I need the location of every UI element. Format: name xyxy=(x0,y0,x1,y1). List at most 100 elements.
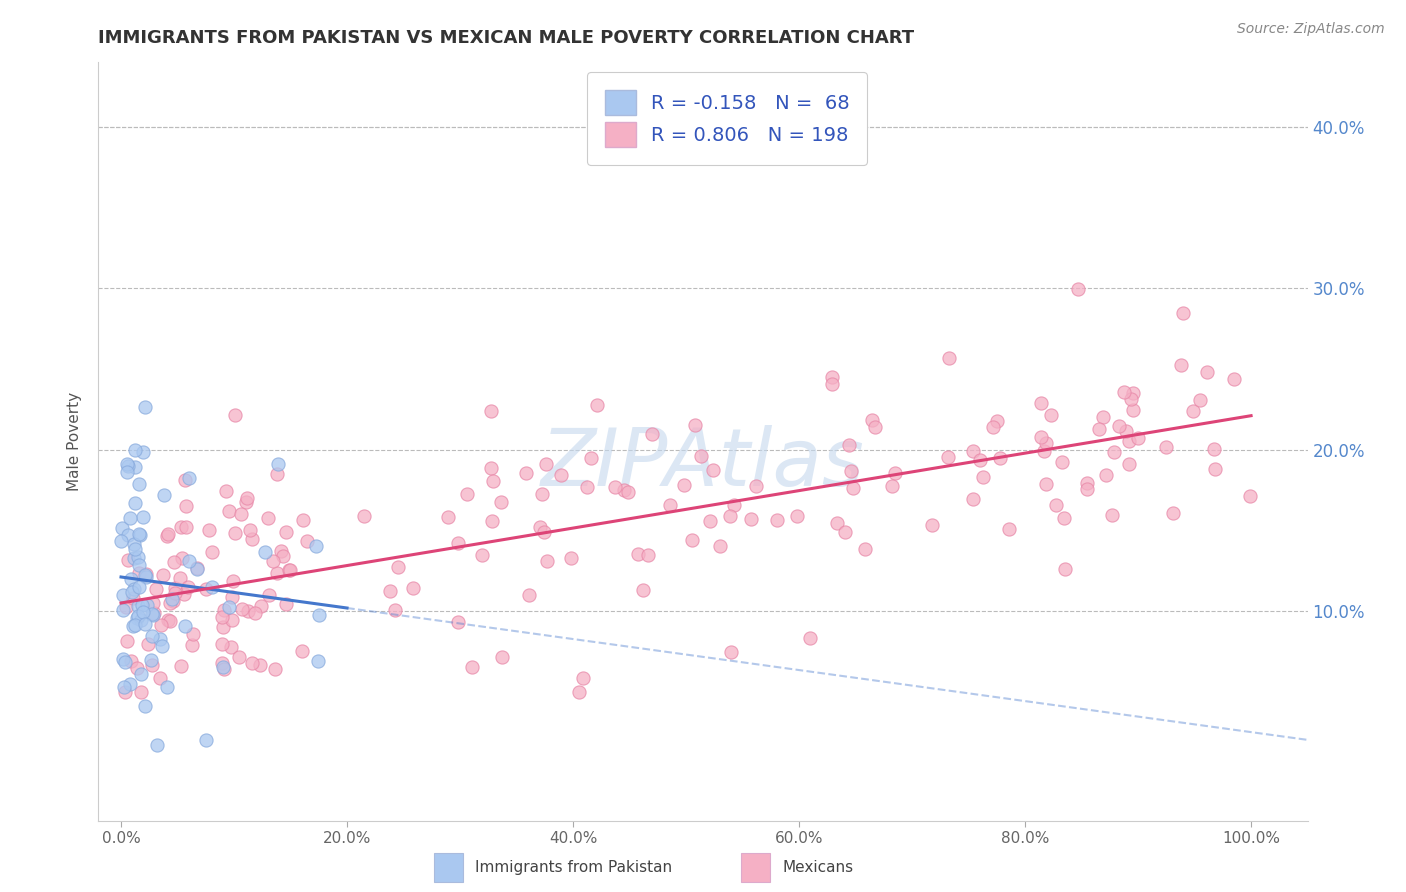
Point xyxy=(152,488,174,502)
Point xyxy=(212,620,235,634)
Point xyxy=(163,586,186,600)
Point xyxy=(128,477,150,491)
Point xyxy=(142,606,165,620)
Point xyxy=(221,590,243,604)
Point xyxy=(550,467,572,482)
Point xyxy=(718,508,741,523)
Point xyxy=(128,580,150,594)
Point xyxy=(149,632,172,646)
Point xyxy=(1181,404,1204,418)
Point xyxy=(240,532,263,546)
Point xyxy=(962,492,984,507)
Point xyxy=(149,671,172,685)
Point xyxy=(529,520,551,534)
Point xyxy=(1088,422,1111,436)
Bar xyxy=(741,854,770,881)
Point xyxy=(156,680,179,694)
Point xyxy=(1101,508,1123,522)
Point xyxy=(305,539,328,553)
Point xyxy=(129,528,152,542)
Point xyxy=(224,408,246,422)
Point xyxy=(1031,396,1053,410)
Point xyxy=(156,527,179,541)
Text: ZIPAtlas: ZIPAtlas xyxy=(541,425,865,503)
Point xyxy=(633,583,655,598)
Point xyxy=(860,413,883,427)
Point xyxy=(479,404,502,418)
Point xyxy=(491,650,513,665)
Point xyxy=(271,549,294,563)
Point xyxy=(124,460,146,475)
Point xyxy=(613,483,636,498)
Point xyxy=(863,419,886,434)
Point xyxy=(1156,440,1178,454)
Point xyxy=(291,644,314,658)
Point xyxy=(136,637,159,651)
Point xyxy=(257,511,280,525)
Point xyxy=(568,684,591,698)
Point xyxy=(214,603,236,617)
Point xyxy=(149,618,172,632)
Text: Mexicans: Mexicans xyxy=(782,860,853,875)
Point xyxy=(709,540,731,554)
Point xyxy=(1045,498,1067,512)
Point xyxy=(855,541,877,556)
Point xyxy=(1122,386,1144,401)
Point xyxy=(250,599,273,613)
Point xyxy=(1035,476,1057,491)
Point xyxy=(117,553,139,567)
Point xyxy=(124,442,146,457)
Point xyxy=(122,619,145,633)
Point xyxy=(627,547,650,561)
Point xyxy=(1029,430,1052,444)
Point xyxy=(264,662,287,676)
Point xyxy=(962,443,984,458)
Point xyxy=(884,467,907,481)
Point xyxy=(1076,476,1098,491)
Point xyxy=(519,588,541,602)
Point xyxy=(229,507,252,521)
Point xyxy=(239,523,262,537)
Point xyxy=(471,548,494,562)
Point xyxy=(1126,431,1149,445)
Point xyxy=(145,582,167,596)
Point xyxy=(169,571,191,585)
Point xyxy=(180,638,202,652)
Point xyxy=(181,627,204,641)
Point xyxy=(1102,445,1125,459)
Point xyxy=(127,611,149,625)
Point xyxy=(163,581,186,595)
Point xyxy=(821,370,844,384)
Point xyxy=(131,598,153,612)
Bar xyxy=(433,854,463,881)
Point xyxy=(134,400,156,414)
Point xyxy=(111,520,134,534)
Point xyxy=(124,496,146,510)
Point xyxy=(174,474,197,488)
Point xyxy=(1121,392,1143,407)
Point xyxy=(278,564,301,578)
Point xyxy=(142,596,165,610)
Point xyxy=(1035,435,1057,450)
Point xyxy=(118,677,141,691)
Point xyxy=(128,566,150,581)
Point xyxy=(821,377,844,392)
Point xyxy=(211,656,233,670)
Point xyxy=(378,584,401,599)
Point xyxy=(132,445,155,459)
Point xyxy=(235,495,257,509)
Point xyxy=(117,528,139,542)
Point xyxy=(156,529,179,543)
Point xyxy=(243,606,266,620)
Point xyxy=(673,477,696,491)
Point xyxy=(212,662,235,676)
Point xyxy=(921,517,943,532)
Point xyxy=(142,607,165,622)
Point xyxy=(1112,384,1135,399)
Point xyxy=(128,558,150,572)
Point xyxy=(1054,562,1077,576)
Point xyxy=(1171,306,1194,320)
Point xyxy=(1076,483,1098,497)
Point xyxy=(132,510,155,524)
Point xyxy=(112,652,135,666)
